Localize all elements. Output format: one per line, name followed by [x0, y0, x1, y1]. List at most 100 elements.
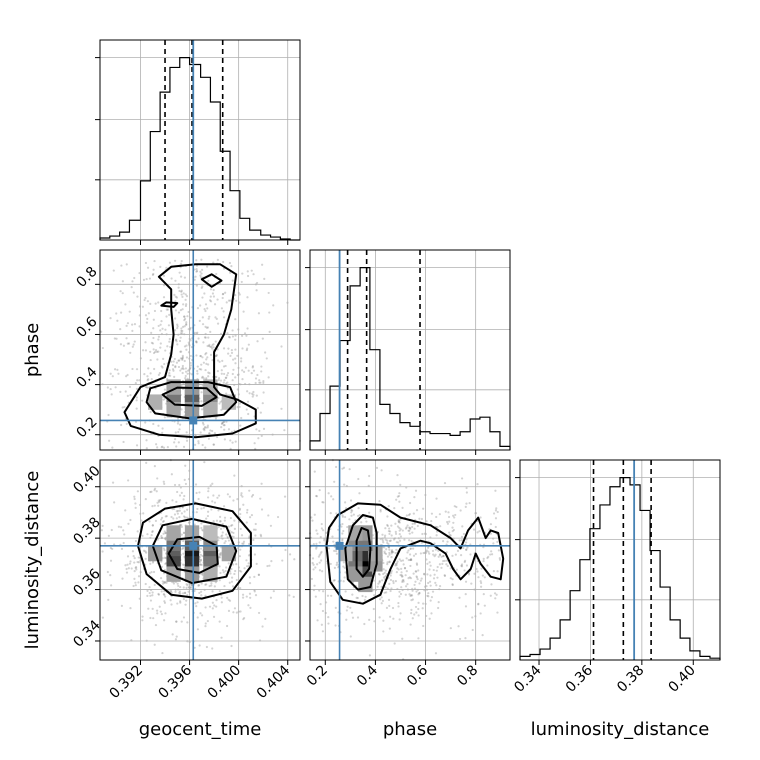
panel-phase-vs-luminosity-distance-scatter-point: [464, 593, 467, 596]
panel-phase-vs-luminosity-distance-scatter-point: [342, 561, 345, 564]
panel-geocent-time-vs-phase-scatter-point: [162, 446, 166, 449]
panel-phase-vs-luminosity-distance-scatter-point: [382, 576, 386, 579]
panel-geocent-time-vs-phase-scatter-point: [129, 394, 132, 397]
panel-geocent-time-vs-luminosity-distance-scatter-point: [129, 607, 132, 610]
panel-geocent-time-vs-phase-scatter-point: [109, 387, 112, 391]
panel-phase-vs-luminosity-distance-scatter-point: [318, 553, 321, 557]
panel-phase-vs-luminosity-distance-scatter-point: [350, 611, 354, 614]
panel-geocent-time-vs-luminosity-distance-scatter-point: [160, 516, 164, 519]
panel-geocent-time-vs-phase-scatter-point: [167, 374, 170, 377]
panel-phase-vs-luminosity-distance-scatter-point: [315, 494, 318, 498]
panel-geocent-time-vs-phase-scatter-point: [204, 325, 207, 328]
panel-geocent-time-vs-phase-scatter-point: [168, 371, 171, 375]
panel-geocent-time-vs-luminosity-distance-scatter-point: [248, 489, 251, 492]
panel-geocent-time-vs-phase-scatter-point: [246, 400, 250, 403]
panel-phase-vs-luminosity-distance-scatter-point: [316, 532, 319, 535]
panel-geocent-time-vs-luminosity-distance-scatter-point: [156, 477, 159, 480]
panel-geocent-time-vs-luminosity-distance-density-cell-16: [203, 525, 218, 541]
panel-geocent-time-vs-phase-scatter-point: [185, 323, 188, 326]
panel-phase-vs-luminosity-distance-scatter-point: [389, 589, 392, 593]
panel-phase-vs-luminosity-distance-scatter-point: [397, 541, 400, 544]
panel-geocent-time-vs-phase-scatter-point: [152, 348, 155, 351]
panel-geocent-time-vs-luminosity-distance-scatter-point: [179, 592, 182, 595]
panel-geocent-time-vs-luminosity-distance-scatter-point: [178, 591, 181, 594]
panel-phase-vs-luminosity-distance-scatter-point: [380, 596, 383, 599]
y-axis-label-phase: phase: [22, 323, 43, 377]
panel-geocent-time-vs-phase-scatter-point: [146, 379, 149, 382]
panel-phase-vs-luminosity-distance-scatter-point: [489, 523, 493, 526]
panel-phase-vs-luminosity-distance-scatter-point: [397, 601, 400, 605]
panel-phase-vs-luminosity-distance-scatter-point: [430, 612, 433, 615]
panel-geocent-time-vs-luminosity-distance-scatter-point: [134, 566, 137, 569]
panel-geocent-time-vs-phase-scatter-point: [135, 396, 138, 399]
panel-phase-vs-luminosity-distance-scatter-point: [352, 513, 355, 516]
panel-geocent-time-vs-phase-scatter-point: [114, 386, 117, 389]
panel-geocent-time-vs-luminosity-distance-scatter-point: [156, 612, 159, 615]
panel-geocent-time-vs-phase-scatter-point: [150, 341, 153, 344]
panel-phase-vs-luminosity-distance-scatter-point: [481, 634, 484, 637]
panel-phase-vs-luminosity-distance-scatter-point: [392, 579, 395, 583]
panel-geocent-time-vs-phase-scatter-point: [261, 402, 264, 405]
panel-phase-vs-luminosity-distance-scatter-point: [320, 522, 323, 526]
panel-phase-vs-luminosity-distance-scatter-point: [390, 524, 393, 527]
panel-geocent-time-vs-luminosity-distance-scatter-point: [119, 526, 123, 529]
panel-geocent-time-vs-phase-scatter-point: [256, 340, 259, 343]
panel-geocent-time-vs-phase-scatter-point: [153, 367, 156, 371]
panel-geocent-time-vs-phase-scatter-point: [135, 444, 139, 447]
panel-geocent-time-vs-phase-scatter-point: [179, 275, 183, 278]
panel-phase-vs-luminosity-distance-scatter-point: [477, 602, 480, 605]
panel-geocent-time-vs-luminosity-distance-scatter-point: [183, 516, 187, 519]
panel-phase-vs-luminosity-distance-scatter-point: [434, 553, 437, 556]
panel-phase-vs-luminosity-distance-scatter-point: [465, 486, 468, 490]
panel-phase-vs-luminosity-distance-scatter-point: [381, 599, 385, 602]
panel-geocent-time-vs-phase-scatter-point: [245, 408, 248, 411]
panel-phase-vs-luminosity-distance-scatter-point: [431, 590, 435, 593]
panel-geocent-time-vs-phase-scatter-point: [196, 365, 199, 368]
panel-phase-vs-luminosity-distance-scatter-point: [493, 592, 497, 595]
panel-geocent-time-vs-phase-scatter-point: [181, 329, 184, 333]
panel-geocent-time-vs-luminosity-distance-scatter-point: [235, 578, 238, 582]
panel-geocent-time-vs-luminosity-distance-scatter-point: [146, 589, 149, 592]
panel-geocent-time-vs-luminosity-distance-scatter-point: [252, 538, 255, 542]
panel-geocent-time-vs-luminosity-distance-scatter-point: [148, 572, 151, 575]
panel-phase-vs-luminosity-distance-scatter-point: [428, 617, 431, 620]
panel-phase-vs-luminosity-distance-scatter-point: [378, 616, 381, 619]
panel-phase-vs-luminosity-distance-scatter-point: [321, 501, 324, 504]
panel-geocent-time-vs-luminosity-distance-scatter-point: [163, 601, 167, 604]
panel-geocent-time-vs-phase-scatter-point: [177, 365, 181, 369]
panel-geocent-time-vs-luminosity-distance-scatter-point: [253, 575, 256, 578]
panel-geocent-time-vs-luminosity-distance-scatter-point: [241, 596, 245, 599]
panel-geocent-time-vs-phase-scatter-point: [228, 335, 231, 338]
panel-phase-vs-luminosity-distance-scatter-point: [408, 512, 411, 516]
panel-geocent-time-vs-phase-scatter-point: [168, 340, 171, 343]
panel-phase-vs-luminosity-distance-scatter-point: [398, 558, 401, 561]
panel-geocent-time-vs-phase-scatter-point: [201, 296, 204, 299]
panel-geocent-time-vs-phase-scatter-point: [262, 391, 265, 394]
panel-phase-vs-luminosity-distance-scatter-point: [315, 495, 318, 498]
panel-geocent-time-vs-luminosity-distance-scatter-point: [107, 534, 110, 537]
x-tick-label-luminosity-distance: 0.36: [563, 662, 596, 695]
panel-geocent-time-vs-luminosity-distance-scatter-point: [241, 495, 244, 498]
panel-geocent-time-vs-phase-scatter-point: [205, 326, 208, 329]
panel-geocent-time-vs-phase-scatter-point: [176, 343, 179, 346]
panel-geocent-time-vs-luminosity-distance-scatter-point: [226, 535, 229, 538]
panel-geocent-time-vs-phase-scatter-point: [115, 337, 118, 340]
panel-geocent-time-vs-luminosity-distance-scatter-point: [196, 601, 199, 604]
panel-geocent-time-vs-phase-scatter-point: [152, 318, 155, 321]
panel-geocent-time-vs-luminosity-distance-scatter-point: [247, 604, 250, 607]
panel-geocent-time-vs-luminosity-distance-scatter-point: [219, 527, 223, 531]
panel-geocent-time-vs-luminosity-distance-scatter-point: [227, 598, 230, 601]
panel-geocent-time-vs-phase-scatter-point: [183, 325, 186, 328]
panel-geocent-time-vs-phase-scatter-point: [101, 346, 104, 350]
panel-phase-vs-luminosity-distance-scatter-point: [437, 549, 440, 552]
panel-geocent-time-vs-phase-scatter-point: [168, 261, 172, 264]
panel-geocent-time-vs-luminosity-distance-scatter-point: [182, 498, 185, 501]
panel-geocent-time-vs-luminosity-distance-scatter-point: [169, 599, 172, 602]
panel-geocent-time-vs-luminosity-distance-scatter-point: [239, 527, 242, 531]
panel-geocent-time-vs-phase-scatter-point: [240, 360, 243, 363]
panel-geocent-time-vs-luminosity-distance-scatter-point: [163, 600, 166, 603]
panel-geocent-time-vs-phase-scatter-point: [185, 295, 189, 298]
y-tick-label-phase: 0.6: [74, 314, 101, 341]
panel-phase-vs-luminosity-distance-scatter-point: [414, 580, 417, 583]
panel-geocent-time-vs-phase-scatter-point: [154, 348, 158, 352]
